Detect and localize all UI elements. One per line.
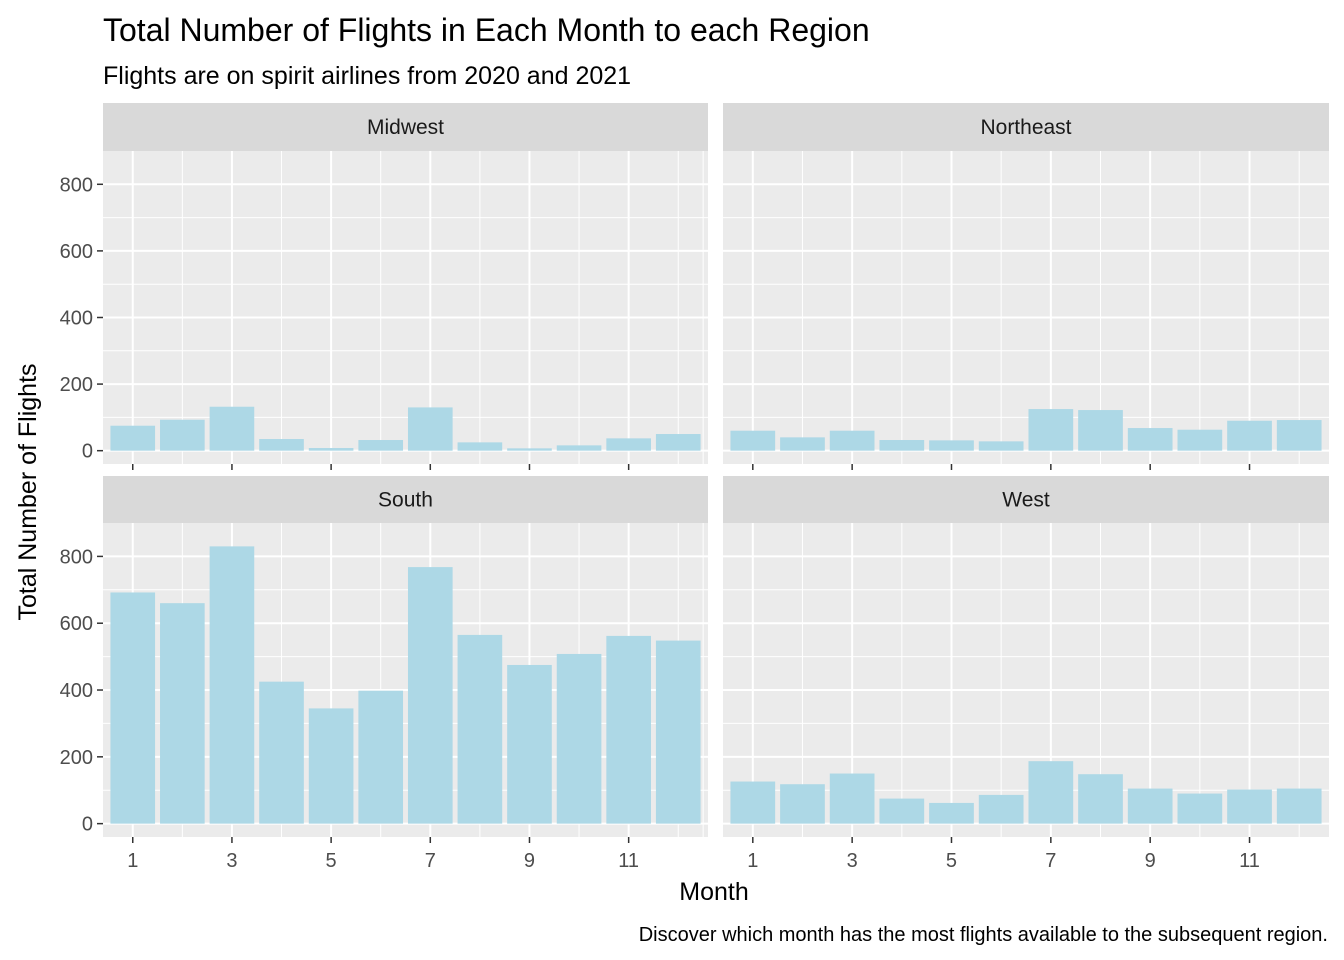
panel-background <box>723 151 1329 464</box>
bar-south-month-2 <box>160 603 205 824</box>
facet-strip-label: West <box>1002 489 1050 512</box>
bar-south-month-6 <box>358 690 404 824</box>
x-tick-label: 5 <box>946 850 957 872</box>
x-tick-label: 9 <box>1145 850 1156 872</box>
y-tick-label: 200 <box>60 374 93 396</box>
bar-northeast-month-5 <box>929 440 974 451</box>
facet-strip <box>723 476 1329 523</box>
bar-south-month-9 <box>507 664 552 824</box>
facet-panels: Midwest 0 200 400 600 800 Northeast South 0 200 40… <box>60 103 1329 872</box>
bar-midwest-month-7 <box>407 407 453 451</box>
bar-northeast-month-9 <box>1127 428 1173 451</box>
bar-midwest-month-8 <box>457 442 503 451</box>
facet-panel-south: South 0 200 400 600 800 1 3 5 7 9 11 <box>60 476 708 872</box>
facet-strip-label: Midwest <box>367 116 444 139</box>
bar-south-month-7 <box>407 567 453 824</box>
y-tick-label: 800 <box>60 546 93 568</box>
bar-west-month-10 <box>1177 793 1223 824</box>
x-tick-label: 1 <box>127 850 138 872</box>
facet-strip-label: Northeast <box>980 116 1071 139</box>
bar-northeast-month-3 <box>829 430 875 451</box>
panel-background <box>103 151 708 464</box>
bar-northeast-month-4 <box>879 440 925 451</box>
bar-west-month-11 <box>1227 789 1272 824</box>
bar-west-month-1 <box>730 781 776 824</box>
bar-northeast-month-2 <box>780 437 825 451</box>
x-tick-label: 7 <box>425 850 436 872</box>
chart-caption: Discover which month has the most flight… <box>639 924 1328 946</box>
facet-strip-label: South <box>378 489 433 512</box>
bar-west-month-6 <box>978 794 1024 824</box>
x-tick-label: 11 <box>1239 850 1260 872</box>
bar-northeast-month-12 <box>1276 420 1322 451</box>
facet-panel-midwest: Midwest 0 200 400 600 800 <box>60 103 708 470</box>
bar-northeast-month-11 <box>1227 420 1272 451</box>
chart-subtitle: Flights are on spirit airlines from 2020… <box>103 62 631 90</box>
y-tick-label: 400 <box>60 307 93 329</box>
bar-midwest-month-10 <box>556 445 602 451</box>
x-tick-label: 7 <box>1045 850 1056 872</box>
bar-midwest-month-4 <box>259 439 304 451</box>
bar-south-month-10 <box>556 653 602 824</box>
bar-south-month-5 <box>308 708 354 824</box>
bar-northeast-month-6 <box>978 441 1024 451</box>
bar-west-month-2 <box>780 784 825 824</box>
y-tick-label: 600 <box>60 613 93 635</box>
bar-midwest-month-9 <box>507 448 552 451</box>
bar-midwest-month-2 <box>160 419 205 451</box>
bar-south-month-8 <box>457 634 503 824</box>
x-tick-label: 1 <box>747 850 758 872</box>
x-tick-label: 3 <box>226 850 237 872</box>
bar-northeast-month-10 <box>1177 429 1223 451</box>
y-tick-label: 400 <box>60 680 93 702</box>
y-tick-label: 200 <box>60 747 93 769</box>
bar-south-month-12 <box>655 640 701 824</box>
bar-northeast-month-8 <box>1078 410 1123 451</box>
bar-west-month-9 <box>1127 788 1173 824</box>
facet-panel-west: West 1 3 5 7 9 11 <box>702 476 1329 872</box>
x-axis-title: Month <box>679 878 748 906</box>
bar-south-month-4 <box>259 681 304 824</box>
bar-south-month-3 <box>209 546 255 824</box>
facet-strip <box>723 103 1329 151</box>
x-tick-label: 11 <box>618 850 639 872</box>
facet-panel-northeast: Northeast <box>702 103 1329 470</box>
y-tick-label: 600 <box>60 241 93 263</box>
bar-west-month-4 <box>879 798 925 824</box>
bar-south-month-11 <box>606 635 651 824</box>
bar-northeast-month-7 <box>1028 409 1074 451</box>
bar-northeast-month-1 <box>730 430 776 451</box>
bar-midwest-month-12 <box>655 434 701 451</box>
y-tick-label: 0 <box>82 441 93 463</box>
x-tick-label: 9 <box>524 850 535 872</box>
bar-midwest-month-11 <box>606 438 651 451</box>
bar-midwest-month-6 <box>358 440 404 451</box>
facet-strip <box>103 476 708 523</box>
x-tick-label: 3 <box>847 850 858 872</box>
bar-west-month-3 <box>829 773 875 824</box>
chart-title: Total Number of Flights in Each Month to… <box>103 12 870 48</box>
bar-west-month-5 <box>929 802 974 824</box>
x-tick-label: 5 <box>326 850 337 872</box>
bar-midwest-month-3 <box>209 406 255 451</box>
facet-strip <box>103 103 708 151</box>
bar-midwest-month-5 <box>308 448 354 451</box>
y-axis-title: Total Number of Flights <box>14 363 42 620</box>
bar-south-month-1 <box>110 592 156 824</box>
y-tick-label: 800 <box>60 174 93 196</box>
bar-midwest-month-1 <box>110 425 156 451</box>
y-tick-label: 0 <box>82 814 93 836</box>
bar-west-month-8 <box>1078 774 1123 824</box>
bar-west-month-7 <box>1028 761 1074 824</box>
bar-west-month-12 <box>1276 788 1322 824</box>
